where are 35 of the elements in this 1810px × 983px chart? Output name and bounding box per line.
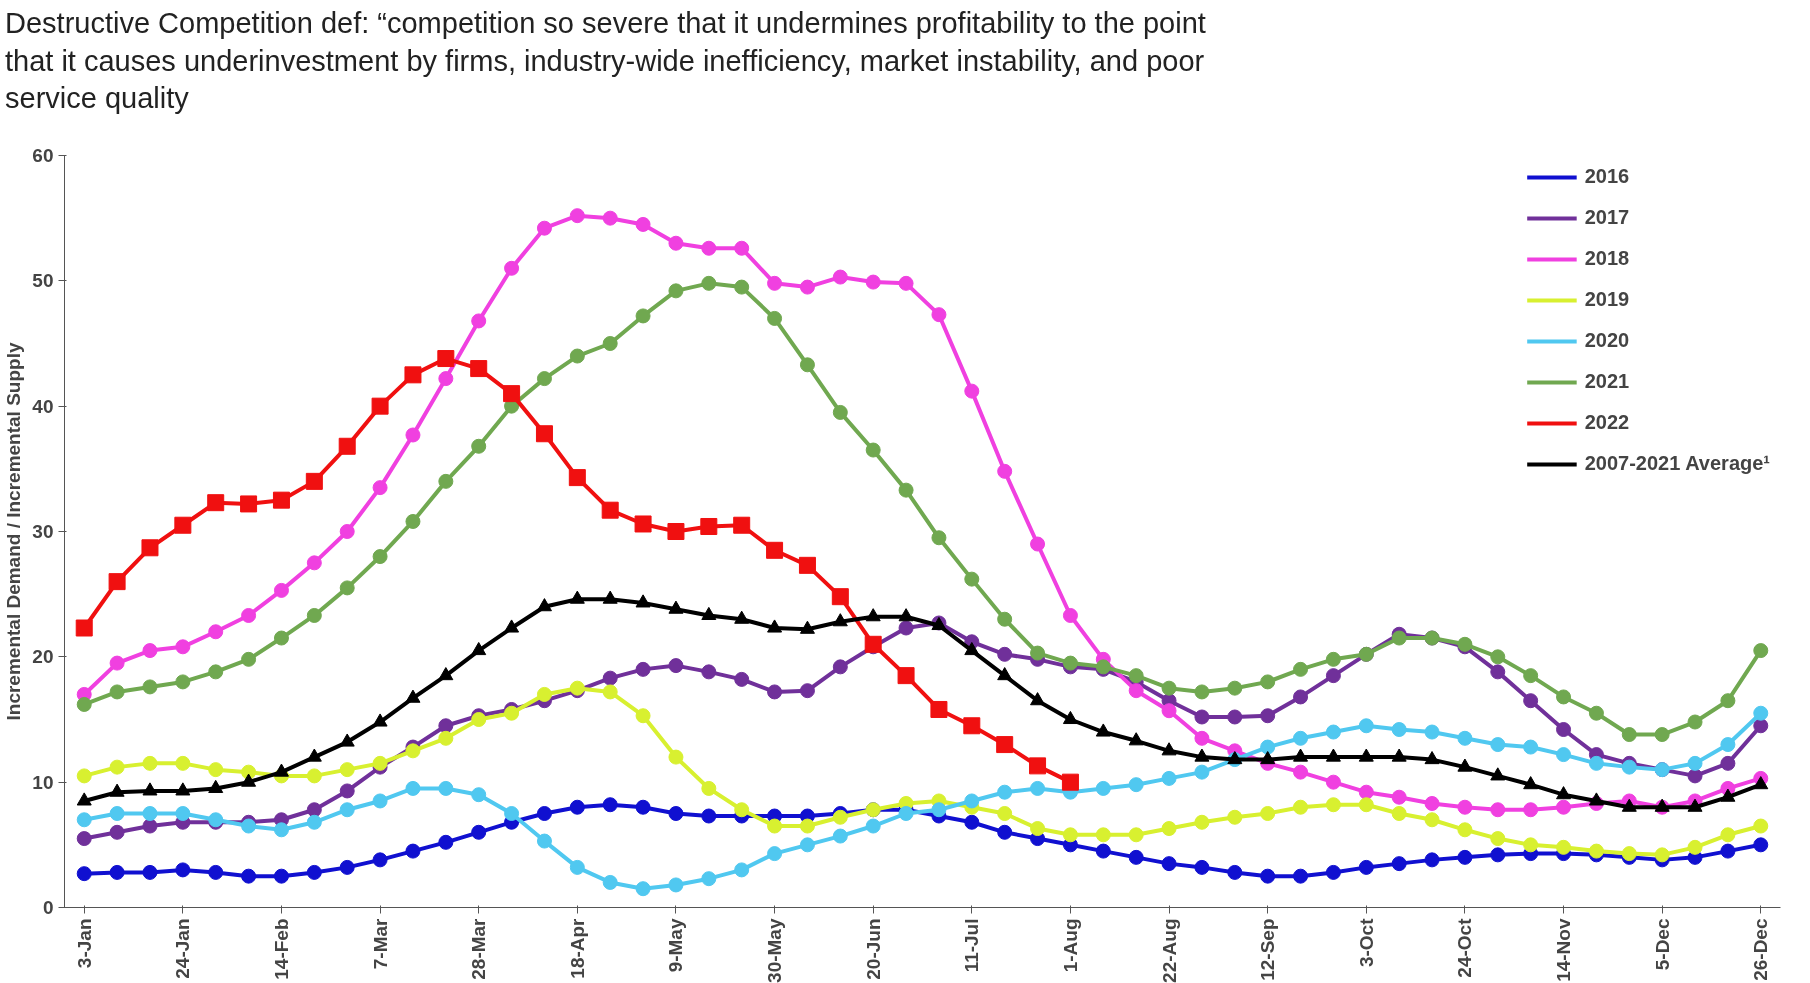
x-tick-label: 5-Dec xyxy=(1651,918,1673,971)
x-tick-label: 14-Nov xyxy=(1553,918,1575,982)
y-tick-label: 50 xyxy=(32,270,54,292)
x-tick-label: 18-Apr xyxy=(566,917,588,979)
y-tick-label: 30 xyxy=(32,521,54,542)
x-tick-label: 22-Aug xyxy=(1158,918,1180,983)
legend-label: 2016 xyxy=(1584,165,1630,188)
y-tick-label: 40 xyxy=(32,395,54,417)
x-tick-label: 14-Feb xyxy=(270,918,292,980)
y-tick-label: 0 xyxy=(42,897,54,918)
legend-label: 2021 xyxy=(1584,370,1630,393)
x-tick-label: 3-Oct xyxy=(1355,917,1377,968)
legend-label: 2019 xyxy=(1584,288,1630,311)
x-tick-label: 9-May xyxy=(665,918,687,973)
y-tick-label: 10 xyxy=(32,771,54,793)
x-tick-label: 30-May xyxy=(764,918,786,983)
x-tick-label: 28-Mar xyxy=(468,917,490,980)
x-tick-label: 12-Sep xyxy=(1257,918,1279,981)
x-tick-label: 26-Dec xyxy=(1750,918,1772,981)
x-tick-label: 11-Jul xyxy=(961,918,983,973)
legend-label: 2020 xyxy=(1584,329,1630,352)
legend-label: 2018 xyxy=(1584,247,1630,270)
legend-label: 2017 xyxy=(1584,206,1630,229)
x-tick-label: 3-Jan xyxy=(73,918,95,969)
x-tick-label: 24-Jan xyxy=(172,918,194,979)
legend-label: 2022 xyxy=(1584,411,1630,434)
chart-title: Destructive Competition def: “competition so severe that it undermines profitability to the point that it causes underinvestment by firms, industry-wide inefficiency, market instability, and poor service quality xyxy=(5,6,1207,117)
x-tick-label: 7-Mar xyxy=(369,917,391,970)
legend-label: 2007-2021 Average¹ xyxy=(1584,452,1770,475)
x-tick-label: 1-Aug xyxy=(1059,918,1081,973)
y-tick-label: 20 xyxy=(32,646,54,668)
x-tick-label: 24-Oct xyxy=(1454,917,1476,978)
x-tick-label: 20-Jun xyxy=(862,918,884,980)
y-tick-label: 60 xyxy=(32,145,54,166)
y-axis-title: Incremental Demand / Incremental Supply xyxy=(3,342,25,721)
